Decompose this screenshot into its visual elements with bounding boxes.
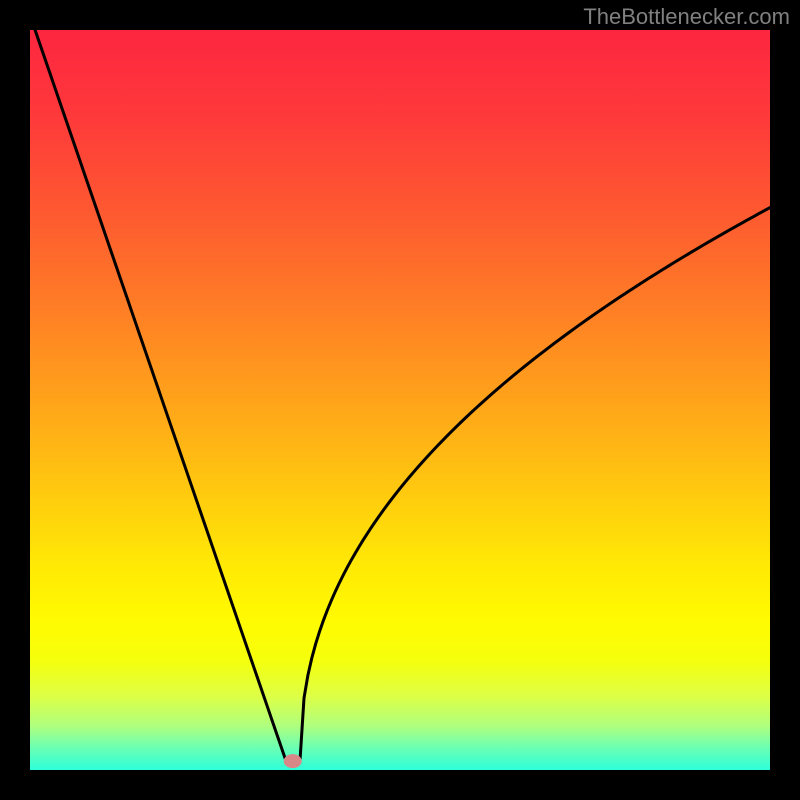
bottleneck-chart bbox=[0, 0, 800, 800]
chart-container: TheBottlenecker.com bbox=[0, 0, 800, 800]
watermark-text: TheBottlenecker.com bbox=[583, 4, 790, 30]
optimal-point-marker bbox=[284, 754, 302, 768]
plot-background-gradient bbox=[30, 30, 770, 770]
